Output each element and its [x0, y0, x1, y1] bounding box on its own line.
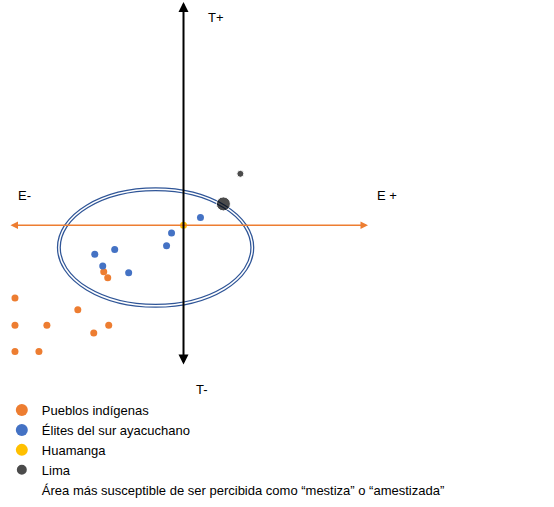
svg-text:T+: T+ — [208, 10, 224, 25]
svg-text:Élites del sur ayacuchano: Élites del sur ayacuchano — [42, 423, 190, 438]
svg-text:Lima: Lima — [42, 463, 71, 478]
svg-text:Área más susceptible de ser pe: Área más susceptible de ser percibida co… — [42, 483, 444, 498]
svg-text:E-: E- — [18, 188, 31, 203]
svg-text:Pueblos indígenas: Pueblos indígenas — [42, 403, 149, 418]
svg-text:E +: E + — [377, 188, 397, 203]
svg-text:T-: T- — [196, 382, 208, 397]
svg-text:Huamanga: Huamanga — [42, 443, 106, 458]
